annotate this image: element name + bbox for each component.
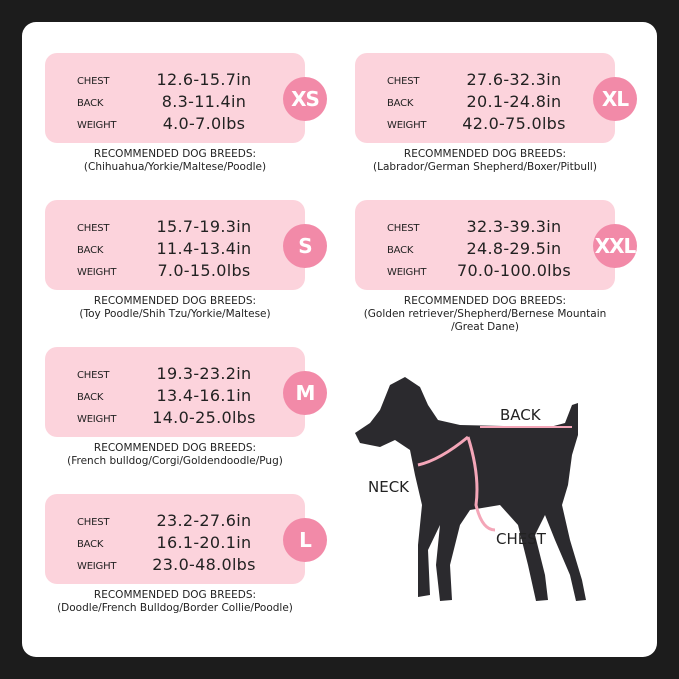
dog-silhouette (355, 377, 586, 601)
back-label: BACK (77, 245, 104, 256)
recommended-breeds: RECOMMENDED DOG BREEDS: (Toy Poodle/Shih … (20, 295, 330, 321)
chest-label: CHEST (77, 517, 110, 528)
size-card-m: CHEST 19.3-23.2in BACK 13.4-16.1in WEIGHT 14.… (45, 347, 305, 437)
weight-value: 14.0-25.0lbs (152, 408, 256, 427)
weight-row: WEIGHT 7.0-15.0lbs (77, 258, 307, 280)
weight-row: WEIGHT 14.0-25.0lbs (77, 405, 307, 427)
weight-label: WEIGHT (387, 267, 427, 278)
chest-label: CHEST (496, 530, 546, 548)
chest-value: 19.3-23.2in (156, 364, 252, 383)
back-value: 24.8-29.5in (466, 239, 562, 258)
chest-label: CHEST (387, 223, 420, 234)
chest-row: CHEST 19.3-23.2in (77, 361, 307, 383)
back-value: 8.3-11.4in (161, 92, 247, 111)
breeds-list: /Great Dane) (451, 321, 519, 333)
weight-value: 23.0-48.0lbs (152, 555, 256, 574)
weight-value: 70.0-100.0lbs (456, 261, 572, 280)
size-badge: XL (593, 77, 637, 121)
recommended-breeds: RECOMMENDED DOG BREEDS: (French bulldog/C… (20, 442, 330, 468)
weight-value: 7.0-15.0lbs (157, 261, 251, 280)
neck-label: NECK (368, 478, 410, 496)
breeds-heading: RECOMMENDED DOG BREEDS: (403, 148, 567, 160)
size-badge: S (283, 224, 327, 268)
breeds-list: (French bulldog/Corgi/Goldendoodle/Pug) (67, 455, 283, 467)
weight-label: WEIGHT (77, 561, 117, 572)
weight-label: WEIGHT (387, 120, 427, 131)
chest-label: CHEST (77, 223, 110, 234)
size-card-s: CHEST 15.7-19.3in BACK 11.4-13.4in WEIGHT 7.0… (45, 200, 305, 290)
chest-value: 23.2-27.6in (156, 511, 252, 530)
breeds-list: (Golden retriever/Shepherd/Bernese Mount… (363, 308, 607, 320)
back-label: BACK (77, 98, 104, 109)
breeds-heading: RECOMMENDED DOG BREEDS: (93, 589, 257, 601)
back-row: BACK 24.8-29.5in (387, 236, 617, 258)
recommended-breeds: RECOMMENDED DOG BREEDS: (Chihuahua/Yorkie… (20, 148, 330, 174)
weight-label: WEIGHT (77, 414, 117, 425)
chest-label: CHEST (77, 370, 110, 381)
chest-label: CHEST (387, 76, 420, 87)
chest-label: CHEST (77, 76, 110, 87)
size-badge: M (283, 371, 327, 415)
breeds-list: (Chihuahua/Yorkie/Maltese/Poodle) (83, 161, 267, 173)
chest-row: CHEST 15.7-19.3in (77, 214, 307, 236)
breeds-heading: RECOMMENDED DOG BREEDS: (403, 295, 567, 307)
weight-row: WEIGHT 70.0-100.0lbs (387, 258, 617, 280)
size-card-xs: CHEST 12.6-15.7in BACK 8.3-11.4in WEIGHT 4.0-… (45, 53, 305, 143)
breeds-heading: RECOMMENDED DOG BREEDS: (93, 148, 257, 160)
back-row: BACK 8.3-11.4in (77, 89, 307, 111)
recommended-breeds: RECOMMENDED DOG BREEDS: (Labrador/German … (330, 148, 640, 174)
recommended-breeds: RECOMMENDED DOG BREEDS: (Doodle/French Bu… (20, 589, 330, 615)
size-badge: L (283, 518, 327, 562)
back-label: BACK (387, 98, 414, 109)
weight-value: 42.0-75.0lbs (462, 114, 566, 133)
back-row: BACK 11.4-13.4in (77, 236, 307, 258)
chest-value: 12.6-15.7in (156, 70, 252, 89)
back-label: BACK (387, 245, 414, 256)
size-card-xl: CHEST 27.6-32.3in BACK 20.1-24.8in WEIGHT 42.… (355, 53, 615, 143)
chest-value: 32.3-39.3in (466, 217, 562, 236)
back-row: BACK 20.1-24.8in (387, 89, 617, 111)
breeds-list: (Toy Poodle/Shih Tzu/Yorkie/Maltese) (79, 308, 271, 320)
chest-row: CHEST 27.6-32.3in (387, 67, 617, 89)
weight-row: WEIGHT 42.0-75.0lbs (387, 111, 617, 133)
back-label: BACK (77, 539, 104, 550)
size-card-l: CHEST 23.2-27.6in BACK 16.1-20.1in WEIGHT 23.… (45, 494, 305, 584)
breeds-list: (Labrador/German Shepherd/Boxer/Pitbull) (373, 161, 597, 173)
chest-row: CHEST 12.6-15.7in (77, 67, 307, 89)
size-badge: XS (283, 77, 327, 121)
weight-value: 4.0-7.0lbs (162, 114, 246, 133)
breeds-list: (Doodle/French Bulldog/Border Collie/Poo… (57, 602, 293, 614)
breeds-heading: RECOMMENDED DOG BREEDS: (93, 442, 257, 454)
back-label: BACK (77, 392, 104, 403)
back-value: 20.1-24.8in (466, 92, 562, 111)
back-row: BACK 16.1-20.1in (77, 530, 307, 552)
back-value: 16.1-20.1in (156, 533, 252, 552)
size-card-xxl: CHEST 32.3-39.3in BACK 24.8-29.5in WEIGHT 70.… (355, 200, 615, 290)
recommended-breeds: RECOMMENDED DOG BREEDS: (Golden retriever… (330, 295, 640, 334)
breeds-heading: RECOMMENDED DOG BREEDS: (93, 295, 257, 307)
back-row: BACK 13.4-16.1in (77, 383, 307, 405)
back-value: 13.4-16.1in (156, 386, 252, 405)
chest-row: CHEST 32.3-39.3in (387, 214, 617, 236)
chest-row: CHEST 23.2-27.6in (77, 508, 307, 530)
weight-label: WEIGHT (77, 120, 117, 131)
back-label: BACK (500, 406, 541, 424)
size-badge: XXL (593, 224, 637, 268)
chest-value: 15.7-19.3in (156, 217, 252, 236)
chest-value: 27.6-32.3in (466, 70, 562, 89)
weight-label: WEIGHT (77, 267, 117, 278)
weight-row: WEIGHT 23.0-48.0lbs (77, 552, 307, 574)
back-value: 11.4-13.4in (156, 239, 252, 258)
weight-row: WEIGHT 4.0-7.0lbs (77, 111, 307, 133)
